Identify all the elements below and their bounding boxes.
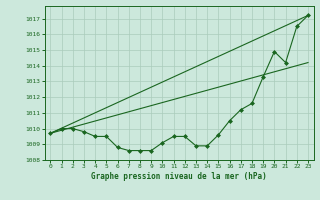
X-axis label: Graphe pression niveau de la mer (hPa): Graphe pression niveau de la mer (hPa) bbox=[91, 172, 267, 181]
